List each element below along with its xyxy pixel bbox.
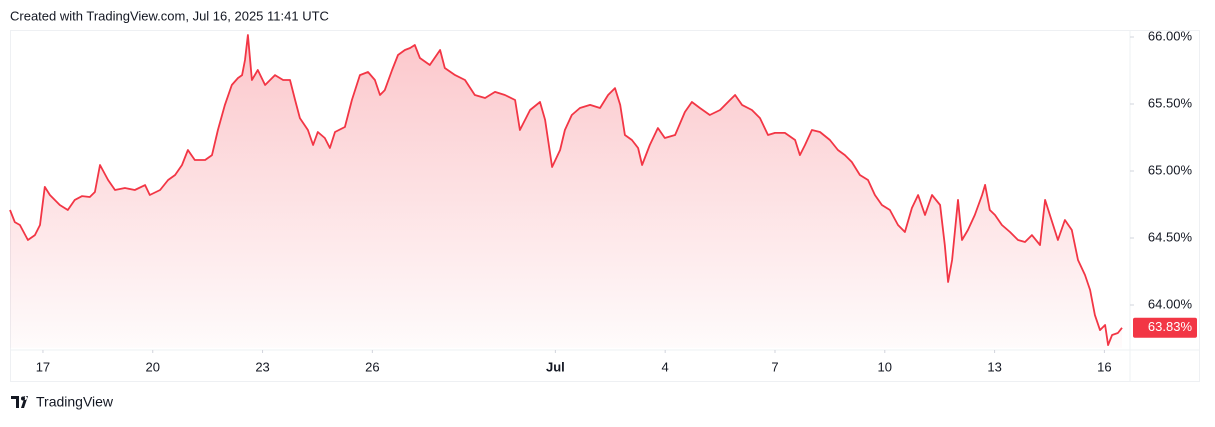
x-tick-label: 17 <box>36 359 50 374</box>
x-tick-label: 13 <box>987 359 1001 374</box>
footer-brand: TradingView <box>36 394 114 410</box>
y-tick-label: 64.00% <box>1148 296 1193 311</box>
chart-frame <box>10 30 1200 382</box>
logo-dot <box>21 396 25 401</box>
logo <box>11 396 28 408</box>
y-tick-label: 66.00% <box>1148 28 1193 43</box>
x-tick-label: 16 <box>1097 359 1111 374</box>
y-tick-label: 65.50% <box>1148 95 1193 110</box>
x-tick-label: 4 <box>662 359 669 374</box>
x-tick-label: 7 <box>771 359 778 374</box>
y-tick-label: 64.50% <box>1148 229 1193 244</box>
x-tick-label: 10 <box>878 359 892 374</box>
x-tick-label: 23 <box>255 359 269 374</box>
logo-mark <box>11 396 28 408</box>
x-tick-label: 26 <box>365 359 379 374</box>
price-line <box>9 34 1123 346</box>
last-value-box <box>1133 317 1197 338</box>
last-value-label: 63.83% <box>1148 319 1193 334</box>
x-tick-label: Jul <box>546 359 565 374</box>
x-tick-label: 20 <box>146 359 160 374</box>
plot: 64.00% 64.50% 65.00% 65.50% 66.00% 17 20 23 26 Ju… <box>9 28 1197 374</box>
area-fill <box>10 35 1122 348</box>
header: Created with TradingView.com, Jul 16, 20… <box>10 8 329 23</box>
y-tick-label: 65.00% <box>1148 162 1193 177</box>
